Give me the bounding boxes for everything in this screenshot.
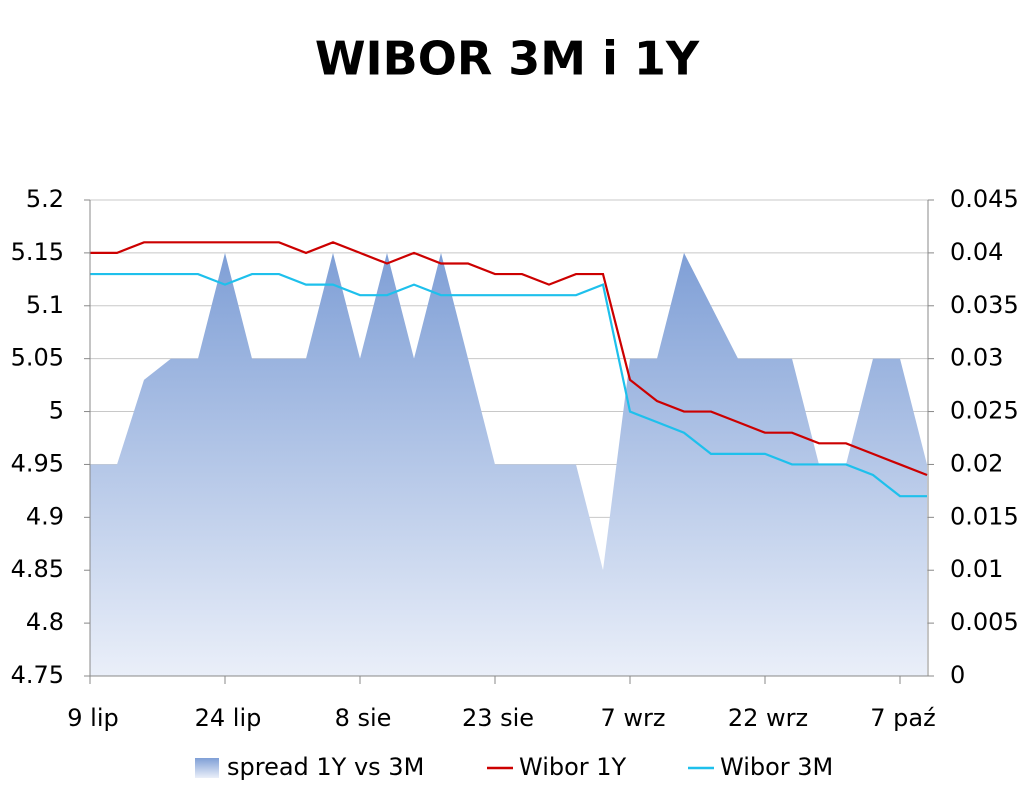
x-tick-label: 22 wrz [728, 704, 808, 732]
x-tick-label: 7 wrz [601, 704, 666, 732]
y2-tick-label: 0.01 [950, 555, 1003, 583]
x-tick-label: 7 paź [870, 704, 935, 732]
y2-tick-label: 0.04 [950, 238, 1003, 266]
legend-label: Wibor 1Y [519, 753, 627, 781]
x-tick-label: 9 lip [67, 704, 118, 732]
x-tick-label: 24 lip [195, 704, 262, 732]
y-tick-label: 4.95 [11, 449, 64, 477]
y-tick-label: 4.8 [26, 608, 64, 636]
chart-title: WIBOR 3M i 1Y [315, 32, 700, 86]
legend-swatch [195, 758, 219, 778]
y-tick-label: 4.75 [11, 661, 64, 689]
y-tick-label: 5.1 [26, 291, 64, 319]
y-tick-label: 5.15 [11, 238, 64, 266]
y2-tick-label: 0.02 [950, 449, 1003, 477]
legend-label: spread 1Y vs 3M [227, 753, 424, 781]
y2-tick-label: 0.005 [950, 608, 1019, 636]
line [90, 241, 928, 477]
y-tick-label: 5.05 [11, 344, 64, 372]
y2-tick-label: 0 [950, 661, 965, 689]
y2-tick-label: 0.045 [950, 185, 1019, 213]
y2-tick-label: 0.015 [950, 502, 1019, 530]
y-tick-label: 5 [49, 397, 64, 425]
y2-tick-label: 0.03 [950, 344, 1003, 372]
x-tick-label: 23 sie [462, 704, 534, 732]
y-tick-label: 4.9 [26, 502, 64, 530]
legend-label: Wibor 3M [720, 753, 833, 781]
y-tick-label: 4.85 [11, 555, 64, 583]
area [90, 252, 927, 676]
y2-tick-label: 0.025 [950, 397, 1019, 425]
y-tick-label: 5.2 [26, 185, 64, 213]
line [90, 272, 927, 498]
x-tick-label: 8 sie [335, 704, 392, 732]
y2-tick-label: 0.035 [950, 291, 1019, 319]
